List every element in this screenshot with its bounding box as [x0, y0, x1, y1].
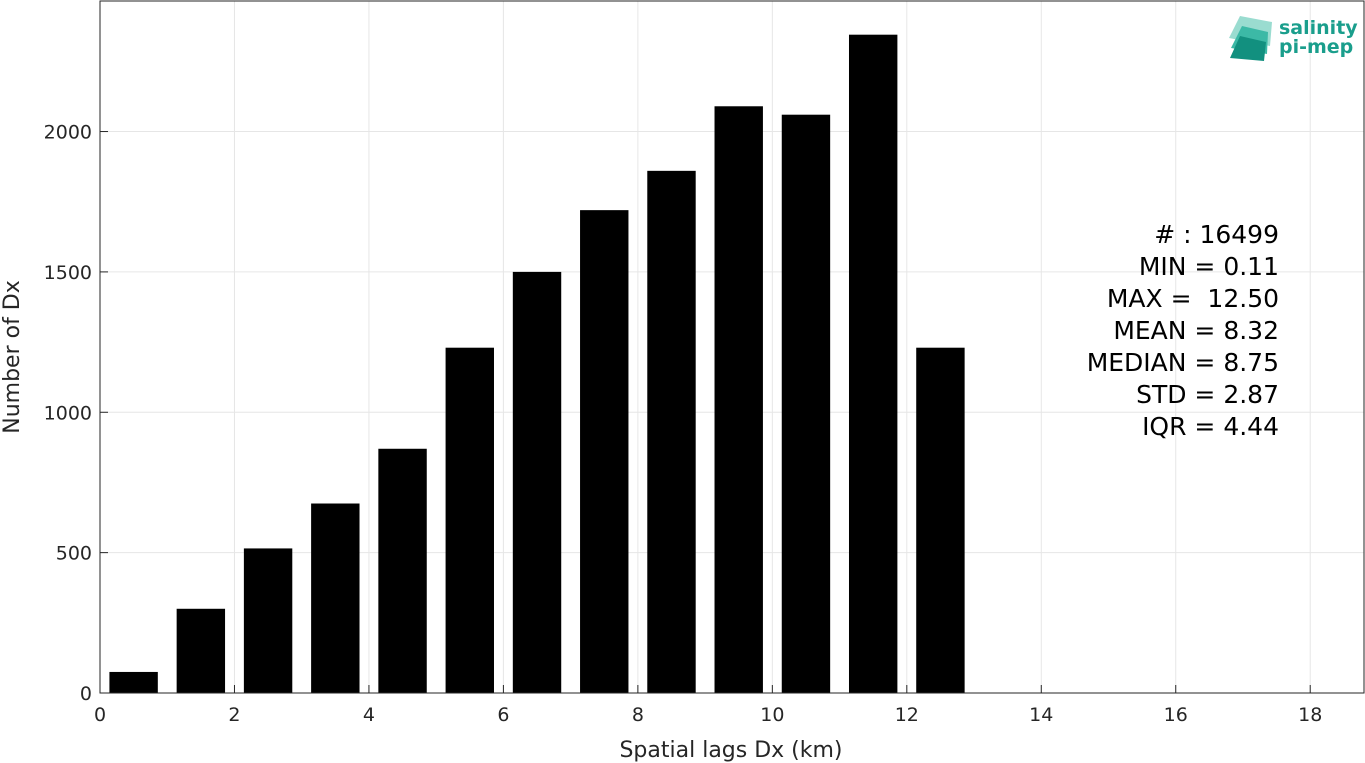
histogram-bar — [378, 448, 427, 693]
y-tick-label: 500 — [56, 543, 92, 565]
histogram-bar — [916, 347, 965, 693]
histogram-bar — [714, 106, 763, 694]
histogram-bar — [647, 170, 696, 693]
x-tick-label: 18 — [1298, 704, 1322, 726]
x-tick-label: 2 — [228, 704, 240, 726]
stats-std: STD = 2.87 — [1136, 380, 1279, 409]
bars — [109, 34, 965, 694]
x-tick-label: 4 — [363, 704, 375, 726]
x-tick-label: 16 — [1164, 704, 1188, 726]
histogram-bar — [781, 114, 831, 693]
histogram-bar — [311, 503, 360, 693]
salinity-pimep-logo: salinity pi-mep — [1229, 16, 1358, 61]
stats-mean: MEAN = 8.32 — [1113, 316, 1279, 345]
histogram-bar — [243, 548, 293, 693]
x-tick-label: 8 — [632, 704, 644, 726]
histogram-bar — [109, 671, 158, 693]
stats-iqr: IQR = 4.44 — [1142, 412, 1279, 441]
histogram-bar — [848, 34, 898, 694]
histogram-bar — [512, 271, 562, 693]
y-tick-label: 2000 — [44, 122, 92, 144]
stats-min: MIN = 0.11 — [1139, 252, 1279, 281]
histogram-bar — [445, 347, 494, 693]
logo-line1: salinity — [1279, 17, 1358, 39]
stats-max: MAX = 12.50 — [1107, 284, 1279, 313]
stats-count: # : 16499 — [1154, 220, 1279, 249]
axes-box — [99, 0, 1365, 694]
x-tick-label: 12 — [895, 704, 919, 726]
histogram-bar — [176, 608, 226, 693]
x-axis-label: Spatial lags Dx (km) — [619, 738, 842, 763]
wave-logo-icon — [1229, 16, 1272, 61]
logo-line2: pi-mep — [1279, 36, 1353, 58]
y-tick-label: 1500 — [44, 262, 92, 284]
y-tick-label: 0 — [80, 683, 92, 705]
x-tick-label: 6 — [497, 704, 509, 726]
x-tick-label: 10 — [760, 704, 784, 726]
x-tick-label: 0 — [94, 704, 106, 726]
y-axis-label: Number of Dx — [0, 280, 25, 434]
x-tick-label: 14 — [1029, 704, 1053, 726]
histogram-bar — [580, 210, 629, 693]
stats-annotation: # : 16499 MIN = 0.11 MAX = 12.50 MEAN = … — [1087, 220, 1279, 441]
y-tick-label: 1000 — [44, 402, 92, 424]
stats-median: MEDIAN = 8.75 — [1087, 348, 1279, 377]
ticks: 0 2 4 6 8 10 12 14 16 18 0 500 1000 1500 2000 — [44, 122, 1323, 726]
